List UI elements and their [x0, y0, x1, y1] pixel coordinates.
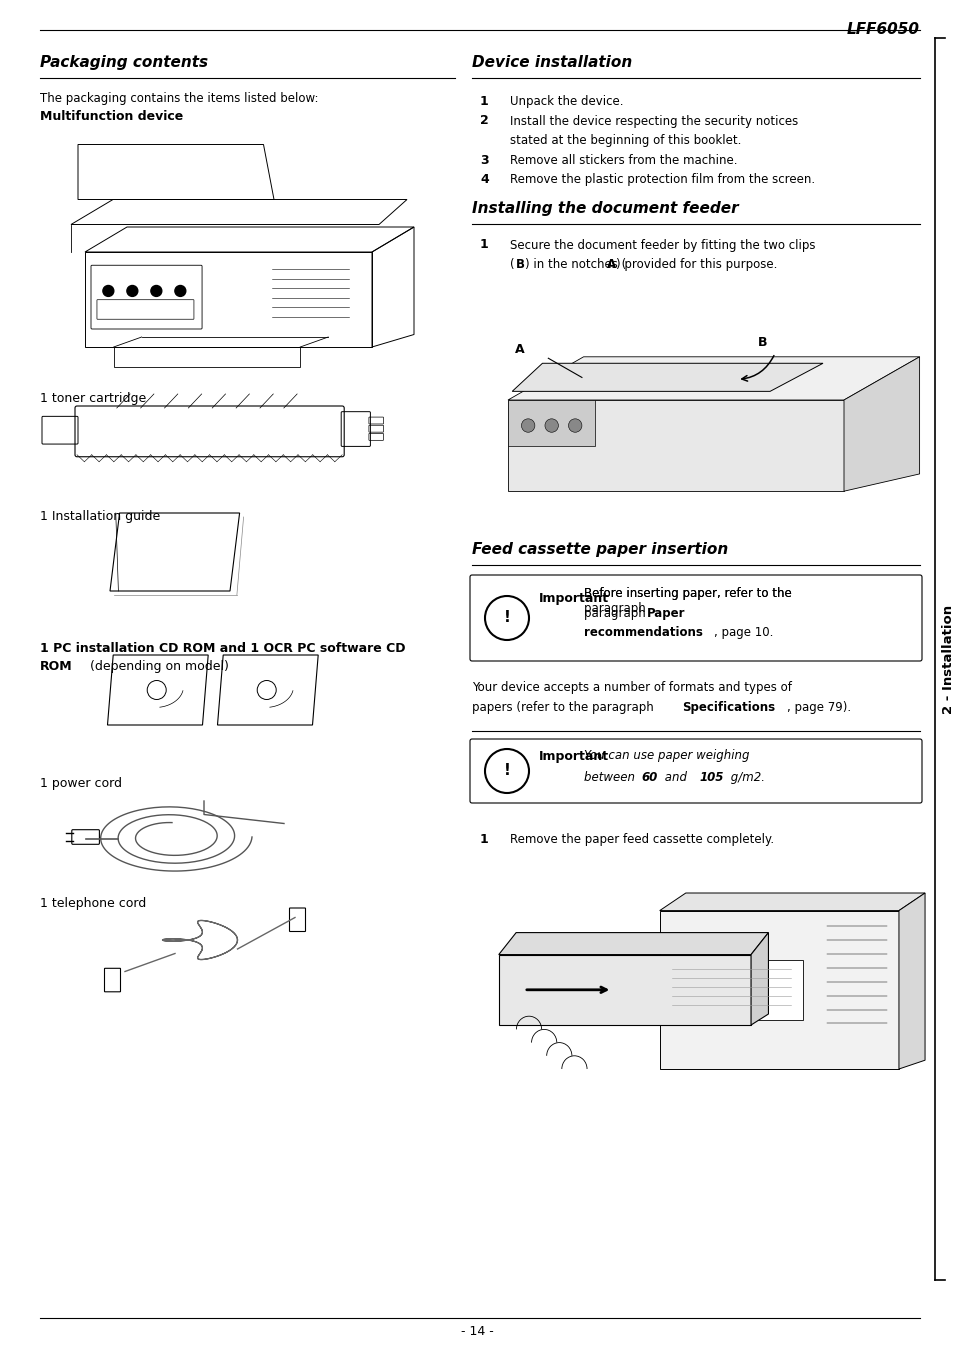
- Text: - 14 -: - 14 -: [460, 1325, 493, 1337]
- Text: ) provided for this purpose.: ) provided for this purpose.: [616, 258, 777, 272]
- Text: ROM: ROM: [40, 661, 72, 673]
- Polygon shape: [659, 911, 898, 1069]
- Text: Remove all stickers from the machine.: Remove all stickers from the machine.: [510, 154, 737, 166]
- Text: 60: 60: [640, 771, 657, 784]
- Text: The packaging contains the items listed below:: The packaging contains the items listed …: [40, 92, 318, 105]
- Text: Specifications: Specifications: [681, 701, 774, 713]
- Text: !: !: [503, 611, 510, 626]
- Text: and: and: [660, 771, 690, 784]
- Polygon shape: [507, 400, 595, 446]
- Text: 1: 1: [479, 239, 488, 251]
- Text: recommendations: recommendations: [583, 626, 702, 639]
- Text: !: !: [503, 763, 510, 778]
- Text: A: A: [606, 258, 616, 272]
- Text: 1: 1: [479, 95, 488, 108]
- Text: 3: 3: [479, 154, 488, 166]
- Text: Secure the document feeder by fitting the two clips: Secure the document feeder by fitting th…: [510, 239, 815, 251]
- Text: Packaging contents: Packaging contents: [40, 55, 208, 70]
- Text: B: B: [758, 336, 767, 349]
- Text: 1 Installation guide: 1 Installation guide: [40, 509, 160, 523]
- Text: LFF6050: LFF6050: [846, 22, 919, 36]
- Text: Paper: Paper: [646, 607, 685, 620]
- Text: , page 79).: , page 79).: [786, 701, 850, 713]
- Circle shape: [544, 419, 558, 432]
- Text: Before inserting paper, refer to the
paragraph: Before inserting paper, refer to the par…: [583, 586, 791, 615]
- Text: Important: Important: [538, 592, 608, 605]
- Text: Feed cassette paper insertion: Feed cassette paper insertion: [472, 542, 727, 557]
- Polygon shape: [498, 955, 750, 1025]
- Text: Multifunction device: Multifunction device: [40, 109, 183, 123]
- Text: Remove the plastic protection film from the screen.: Remove the plastic protection film from …: [510, 173, 814, 186]
- Text: Before inserting paper, refer to the: Before inserting paper, refer to the: [583, 586, 791, 600]
- Circle shape: [103, 285, 113, 296]
- Circle shape: [521, 419, 535, 432]
- Text: Your device accepts a number of formats and types of: Your device accepts a number of formats …: [472, 681, 791, 694]
- Text: 4: 4: [479, 173, 488, 186]
- Text: 1 power cord: 1 power cord: [40, 777, 122, 790]
- Polygon shape: [512, 363, 822, 392]
- Text: You can use paper weighing: You can use paper weighing: [583, 748, 749, 762]
- Circle shape: [127, 285, 137, 296]
- Polygon shape: [659, 961, 802, 1020]
- Text: 2: 2: [479, 115, 488, 127]
- Text: 1 telephone cord: 1 telephone cord: [40, 897, 146, 911]
- Polygon shape: [898, 893, 924, 1069]
- Text: between: between: [583, 771, 639, 784]
- Circle shape: [151, 285, 162, 296]
- Polygon shape: [507, 400, 843, 492]
- Text: , page 10.: , page 10.: [713, 626, 773, 639]
- Circle shape: [174, 285, 186, 296]
- Text: 1 toner cartridge: 1 toner cartridge: [40, 392, 146, 405]
- Text: (depending on model): (depending on model): [86, 661, 229, 673]
- Polygon shape: [750, 932, 768, 1025]
- Text: A: A: [515, 343, 524, 357]
- Text: 1: 1: [479, 834, 488, 846]
- Text: Install the device respecting the security notices: Install the device respecting the securi…: [510, 115, 798, 127]
- Text: 1 PC installation CD ROM and 1 OCR PC software CD: 1 PC installation CD ROM and 1 OCR PC so…: [40, 642, 405, 655]
- Polygon shape: [507, 357, 919, 400]
- Polygon shape: [498, 932, 768, 955]
- Polygon shape: [843, 357, 919, 492]
- Text: Remove the paper feed cassette completely.: Remove the paper feed cassette completel…: [510, 834, 773, 846]
- Text: papers (refer to the paragraph: papers (refer to the paragraph: [472, 701, 657, 713]
- Text: 105: 105: [699, 771, 722, 784]
- Text: Important: Important: [538, 750, 608, 763]
- Text: Device installation: Device installation: [472, 55, 632, 70]
- Circle shape: [568, 419, 581, 432]
- Text: Unpack the device.: Unpack the device.: [510, 95, 623, 108]
- Text: B: B: [516, 258, 524, 272]
- Text: ) in the notches (: ) in the notches (: [524, 258, 625, 272]
- Text: g/m2.: g/m2.: [726, 771, 764, 784]
- Text: (: (: [510, 258, 514, 272]
- Polygon shape: [659, 893, 924, 911]
- Text: 2 - Installation: 2 - Installation: [941, 604, 953, 713]
- Text: stated at the beginning of this booklet.: stated at the beginning of this booklet.: [510, 134, 740, 147]
- Text: Installing the document feeder: Installing the document feeder: [472, 200, 738, 216]
- Text: paragraph: paragraph: [583, 607, 649, 620]
